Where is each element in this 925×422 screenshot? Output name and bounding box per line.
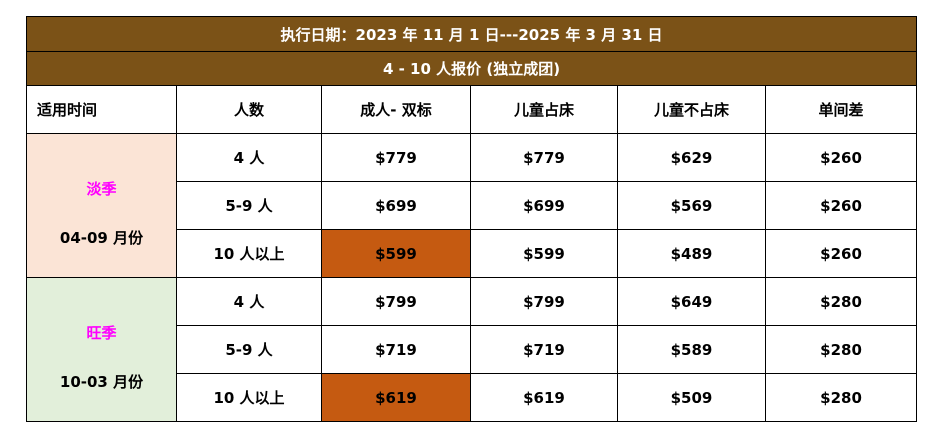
single-supplement-cell: $260 — [764, 133, 918, 182]
column-header-single-supplement: 单间差 — [764, 85, 918, 134]
table-row: 5-9 人 $699 $699 $569 $260 — [27, 181, 918, 230]
child-bed-price-cell: $619 — [470, 373, 618, 422]
subtitle-row: 4 - 10 人报价 (独立成团) — [25, 51, 918, 86]
table-subtitle: 4 - 10 人报价 (独立成团) — [25, 51, 918, 86]
child-no-bed-price-cell: $489 — [617, 229, 766, 278]
child-bed-price-cell: $799 — [470, 277, 618, 326]
adult-price-cell-highlighted: $599 — [321, 229, 471, 278]
child-bed-price-cell: $599 — [470, 229, 618, 278]
people-cell: 5-9 人 — [176, 181, 322, 230]
column-header-child-no-bed: 儿童不占床 — [617, 85, 766, 134]
adult-price-cell: $799 — [321, 277, 471, 326]
price-table: 执行日期：2023 年 11 月 1 日---2025 年 3 月 31 日 4… — [25, 16, 918, 422]
column-header-adult: 成人- 双标 — [321, 85, 471, 134]
child-no-bed-price-cell: $509 — [617, 373, 766, 422]
table-title: 执行日期：2023 年 11 月 1 日---2025 年 3 月 31 日 — [25, 16, 918, 52]
column-header-child-bed: 儿童占床 — [470, 85, 618, 134]
single-supplement-cell: $260 — [764, 181, 918, 230]
column-header-people: 人数 — [176, 85, 322, 134]
season-name: 旺季 — [86, 323, 117, 342]
column-header-row: 适用时间 人数 成人- 双标 儿童占床 儿童不占床 单间差 — [26, 85, 918, 134]
table-row: 10 人以上 $619 $619 $509 $280 — [27, 373, 918, 422]
adult-price-cell: $779 — [321, 133, 471, 182]
people-cell: 10 人以上 — [176, 373, 322, 422]
column-header-time: 适用时间 — [26, 85, 177, 134]
single-supplement-cell: $280 — [764, 373, 918, 422]
child-bed-price-cell: $699 — [470, 181, 618, 230]
table-row: 旺季 10-03 月份 4 人 $799 $799 $649 $280 — [26, 277, 918, 422]
child-no-bed-price-cell: $629 — [617, 133, 766, 182]
adult-price-cell: $699 — [321, 181, 471, 230]
season-months: 04-09 月份 — [59, 228, 144, 247]
people-cell: 4 人 — [176, 277, 322, 326]
table-row: 10 人以上 $599 $599 $489 $260 — [27, 229, 918, 278]
child-bed-price-cell: $719 — [470, 325, 618, 374]
child-bed-price-cell: $779 — [470, 133, 618, 182]
season-name: 淡季 — [86, 179, 117, 198]
people-cell: 4 人 — [176, 133, 322, 182]
season-cell-low: 淡季 04-09 月份 — [26, 133, 177, 278]
title-row: 执行日期：2023 年 11 月 1 日---2025 年 3 月 31 日 — [25, 16, 918, 52]
single-supplement-cell: $280 — [764, 277, 918, 326]
season-cell-high: 旺季 10-03 月份 — [26, 277, 177, 422]
child-no-bed-price-cell: $569 — [617, 181, 766, 230]
single-supplement-cell: $280 — [764, 325, 918, 374]
adult-price-cell-highlighted: $619 — [321, 373, 471, 422]
child-no-bed-price-cell: $589 — [617, 325, 766, 374]
adult-price-cell: $719 — [321, 325, 471, 374]
season-months: 10-03 月份 — [59, 372, 144, 391]
table-row: 5-9 人 $719 $719 $589 $280 — [27, 325, 918, 374]
child-no-bed-price-cell: $649 — [617, 277, 766, 326]
single-supplement-cell: $260 — [764, 229, 918, 278]
table-row: 淡季 04-09 月份 4 人 $779 $779 $629 $260 — [26, 133, 918, 278]
people-cell: 10 人以上 — [176, 229, 322, 278]
people-cell: 5-9 人 — [176, 325, 322, 374]
